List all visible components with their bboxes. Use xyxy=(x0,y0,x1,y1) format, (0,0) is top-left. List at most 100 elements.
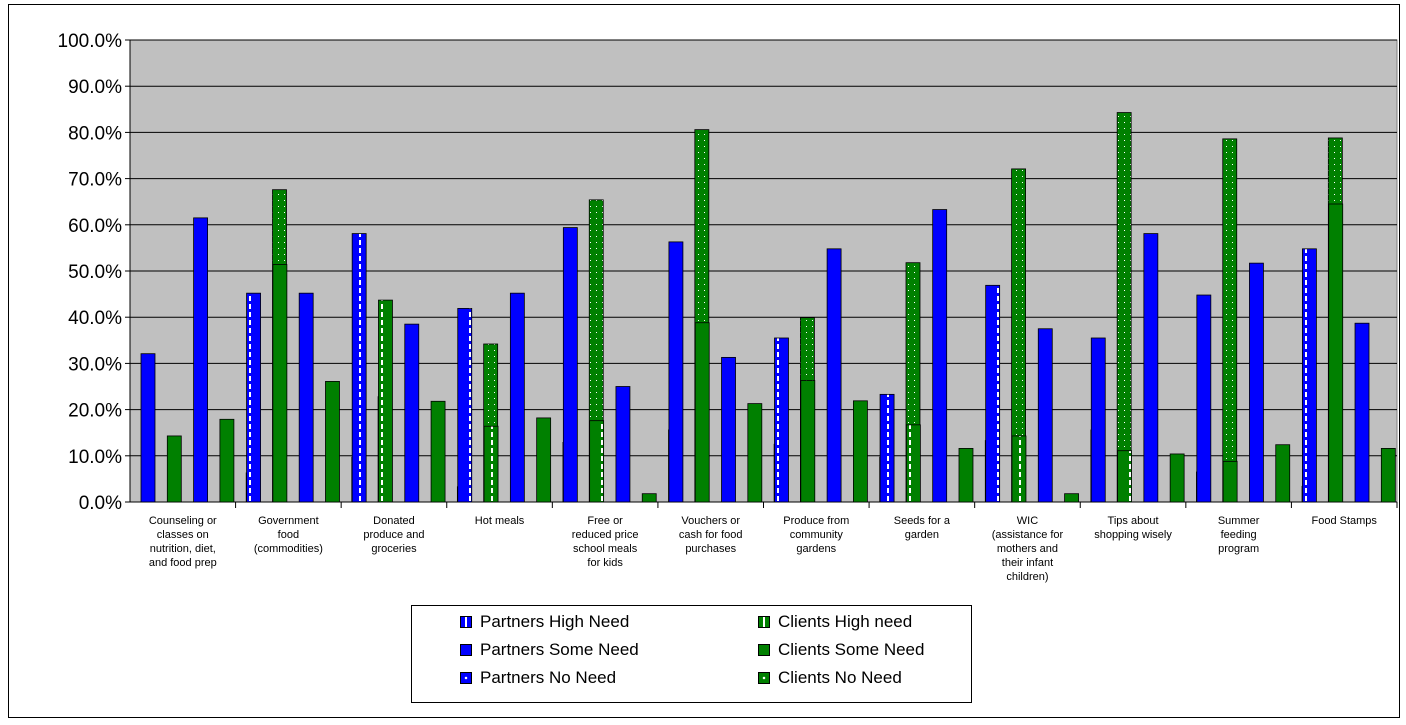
legend-item: Partners Some Need xyxy=(460,640,639,660)
bar-3-12 xyxy=(1354,322,1370,503)
bar-4-6 xyxy=(747,403,763,503)
x-tick-label: reduced price xyxy=(572,529,639,541)
bar-3-7 xyxy=(826,248,842,503)
legend-label: Clients No Need xyxy=(778,668,902,687)
bar-2-5 xyxy=(589,420,605,503)
bar-6-10 xyxy=(1222,138,1238,503)
y-tick-label: 80.0% xyxy=(68,123,122,144)
legend-swatch xyxy=(460,672,472,684)
x-tick-label: cash for food xyxy=(679,529,743,541)
bar-4-11 xyxy=(1275,444,1291,503)
legend-label: Partners High Need xyxy=(480,612,630,631)
bar-1-10 xyxy=(1090,337,1106,503)
x-tick-label: nutrition, diet, xyxy=(150,543,216,555)
legend-item: Clients Some Need xyxy=(758,640,924,660)
x-tick-label: Hot meals xyxy=(475,515,525,527)
bar-1-1 xyxy=(140,353,156,503)
legend-label: Clients High need xyxy=(778,612,913,631)
bar-4-1 xyxy=(219,418,235,503)
legend-item: Partners High Need xyxy=(460,612,629,632)
bar-2-7 xyxy=(800,380,816,503)
x-tick-label: Donated xyxy=(373,515,415,527)
bar-1-12 xyxy=(1302,248,1317,503)
bar-1-7 xyxy=(774,337,789,503)
x-tick-label: mothers and xyxy=(997,543,1058,555)
x-tick-label: WIC xyxy=(1017,515,1038,527)
bar-1-6 xyxy=(668,241,684,503)
bar-3-2 xyxy=(298,292,314,503)
chart-legend: Partners High Need Clients High need Partn… xyxy=(411,605,972,703)
bar-2-12 xyxy=(1328,203,1344,503)
x-tick-label: Food Stamps xyxy=(1311,515,1377,527)
x-tick-label: their infant xyxy=(1002,557,1053,569)
y-tick-label: 10.0% xyxy=(68,447,122,468)
bar-3-10 xyxy=(1143,233,1159,503)
legend-swatch xyxy=(758,644,770,656)
bar-1-3 xyxy=(351,233,367,503)
bar-4-8 xyxy=(958,448,974,503)
x-tick-label: shopping wisely xyxy=(1094,529,1172,541)
x-tick-label: and food prep xyxy=(149,557,217,569)
bar-4-12 xyxy=(1380,448,1396,503)
x-tick-label: community xyxy=(790,529,844,541)
bar-2-6 xyxy=(694,322,710,503)
legend-swatch xyxy=(758,616,770,628)
x-tick-label: gardens xyxy=(796,543,836,555)
x-tick-label: program xyxy=(1218,543,1259,555)
legend-swatch xyxy=(460,644,472,656)
bar-1-11 xyxy=(1196,294,1212,503)
x-tick-label: (commodities) xyxy=(254,543,323,555)
legend-item: Clients High need xyxy=(758,612,912,632)
x-tick-label: Government xyxy=(258,515,319,527)
legend-item: Partners No Need xyxy=(460,668,616,688)
x-tick-label: garden xyxy=(905,529,939,541)
y-tick-label: 30.0% xyxy=(68,354,122,375)
x-tick-label: Summer xyxy=(1218,515,1260,527)
y-tick-label: 50.0% xyxy=(68,262,122,283)
x-tick-label: school meals xyxy=(573,543,638,555)
bar-3-3 xyxy=(404,323,420,503)
bar-4-9 xyxy=(1064,493,1079,503)
y-tick-label: 70.0% xyxy=(68,170,122,191)
bar-1-2 xyxy=(246,292,261,503)
legend-swatch xyxy=(758,672,770,684)
bar-4-7 xyxy=(853,400,868,503)
x-tick-label: produce and xyxy=(363,529,424,541)
bar-1-8 xyxy=(879,393,895,503)
y-tick-label: 90.0% xyxy=(68,77,122,98)
x-tick-label: groceries xyxy=(371,543,417,555)
x-tick-label: classes on xyxy=(157,529,209,541)
bar-3-9 xyxy=(1037,328,1053,503)
bar-2-1 xyxy=(166,435,182,503)
bar-2-3 xyxy=(378,299,393,503)
bar-3-8 xyxy=(932,209,948,503)
bar-4-4 xyxy=(536,417,552,503)
bar-3-6 xyxy=(721,356,736,503)
x-tick-label: Vouchers or xyxy=(681,515,740,527)
bar-2-4 xyxy=(483,425,499,503)
bar-3-1 xyxy=(193,217,209,503)
x-tick-label: Seeds for a xyxy=(894,515,951,527)
bar-1-4 xyxy=(457,308,473,503)
x-tick-label: (assistance for xyxy=(992,529,1064,541)
bar-1-9 xyxy=(985,284,1001,503)
y-tick-label: 0.0% xyxy=(79,493,122,514)
bar-2-8 xyxy=(905,424,921,503)
x-tick-label: Counseling or xyxy=(149,515,217,527)
bar-2-9 xyxy=(1011,435,1027,503)
legend-item: Clients No Need xyxy=(758,668,902,688)
x-tick-label: children) xyxy=(1006,571,1048,583)
bar-6-9 xyxy=(1116,112,1132,503)
y-tick-label: 40.0% xyxy=(68,308,122,329)
x-tick-label: Tips about xyxy=(1108,515,1159,527)
bar-2-11 xyxy=(1222,460,1238,503)
y-tick-label: 20.0% xyxy=(68,401,122,422)
bar-1-5 xyxy=(562,227,578,503)
x-tick-label: feeding xyxy=(1221,529,1257,541)
bar-2-10 xyxy=(1117,450,1132,503)
x-tick-label: food xyxy=(278,529,299,541)
bar-4-10 xyxy=(1169,453,1185,503)
bar-4-3 xyxy=(430,400,446,503)
bar-4-5 xyxy=(641,493,657,503)
